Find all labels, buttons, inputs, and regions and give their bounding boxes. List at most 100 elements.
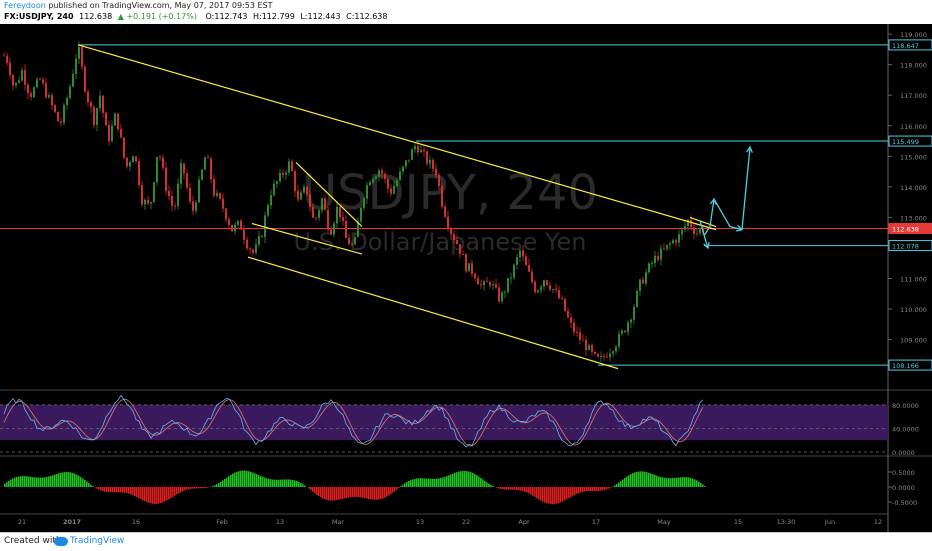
candle-body <box>36 79 38 87</box>
macd-histogram-bar <box>442 477 444 487</box>
candle-body <box>228 219 230 225</box>
macd-histogram-bar <box>678 478 680 487</box>
macd-histogram-bar <box>696 480 698 487</box>
candle-body <box>81 47 83 67</box>
tradingview-brand-link[interactable]: TradingView <box>70 536 124 546</box>
candle-body <box>171 196 173 206</box>
macd-histogram-bar <box>540 487 542 501</box>
symbol-label[interactable]: FX:USDJPY, 240 <box>4 12 74 21</box>
macd-histogram-bar <box>332 487 334 501</box>
macd-histogram-bar <box>384 487 386 498</box>
macd-histogram-bar <box>674 478 676 487</box>
macd-histogram-bar <box>184 487 186 490</box>
candle-body <box>480 284 482 285</box>
macd-histogram-bar <box>648 473 650 487</box>
macd-histogram-bar <box>588 487 590 491</box>
macd-histogram-bar <box>316 487 318 495</box>
macd-histogram-bar <box>416 479 418 487</box>
candle-body <box>303 187 305 193</box>
macd-histogram-bar <box>592 487 594 491</box>
candle-body <box>378 170 380 176</box>
macd-histogram-bar <box>8 481 10 487</box>
macd-histogram-bar <box>516 487 518 490</box>
candle-body <box>99 96 101 108</box>
candle-body <box>468 263 470 271</box>
footer-bar: Created with TradingView <box>0 532 932 551</box>
candle-body <box>141 185 143 204</box>
candle-body <box>183 163 185 173</box>
candle-body <box>555 289 557 290</box>
macd-histogram-bar <box>54 475 56 487</box>
candle-body <box>471 263 473 274</box>
candle-body <box>417 146 419 152</box>
macd-histogram-bar <box>412 479 414 487</box>
macd-histogram-bar <box>356 487 358 497</box>
candle-body <box>135 156 137 161</box>
macd-histogram-bar <box>432 479 434 487</box>
candle-body <box>210 158 212 179</box>
macd-histogram-bar <box>380 487 382 499</box>
candle-body <box>270 195 272 205</box>
candle-body <box>606 357 608 358</box>
macd-histogram-bar <box>482 479 484 487</box>
macd-histogram-bar <box>176 487 178 494</box>
macd-histogram-bar <box>584 487 586 491</box>
candle-body <box>516 257 518 265</box>
macd-histogram-bar <box>660 477 662 487</box>
ohlc-close: C:112.638 <box>346 12 387 21</box>
macd-histogram-bar <box>394 487 396 491</box>
macd-histogram-bar <box>170 487 172 498</box>
macd-histogram-bar <box>642 471 644 487</box>
macd-histogram-bar <box>508 487 510 490</box>
macd-histogram-bar <box>518 487 520 490</box>
macd-histogram-bar <box>238 471 240 487</box>
macd-histogram-bar <box>70 472 72 487</box>
macd-histogram-bar <box>212 486 214 487</box>
macd-histogram-bar <box>80 477 82 487</box>
price-tick-label: 118.000 <box>900 62 927 70</box>
macd-histogram-bar <box>266 478 268 487</box>
candle-body <box>420 150 422 153</box>
macd-histogram-bar <box>408 481 410 487</box>
macd-histogram-bar <box>146 487 148 502</box>
candle-body <box>657 256 659 260</box>
macd-histogram-bar <box>294 480 296 487</box>
macd-histogram-bar <box>134 487 136 496</box>
macd-histogram-bar <box>466 471 468 487</box>
macd-histogram-bar <box>166 487 168 500</box>
macd-histogram-bar <box>664 478 666 487</box>
candle-body <box>660 249 662 260</box>
macd-histogram-bar <box>130 487 132 494</box>
macd-histogram-bar <box>132 487 134 495</box>
candle-body <box>291 161 293 171</box>
macd-histogram-bar <box>366 487 368 499</box>
candle-body <box>363 198 365 207</box>
macd-histogram-bar <box>174 487 176 495</box>
candle-body <box>612 351 614 353</box>
macd-histogram-bar <box>284 479 286 487</box>
candle-body <box>630 320 632 323</box>
macd-histogram-bar <box>258 475 260 487</box>
macd-histogram-bar <box>336 487 338 500</box>
candle-body <box>159 157 161 158</box>
candle-body <box>336 207 338 224</box>
macd-histogram-bar <box>282 480 284 487</box>
macd-histogram-bar <box>290 480 292 487</box>
last-price: 112.638 <box>79 12 112 21</box>
macd-histogram-bar <box>330 487 332 501</box>
candle-body <box>519 250 521 257</box>
candle-body <box>150 202 152 204</box>
macd-histogram-bar <box>192 487 194 489</box>
price-level-label: 115.499 <box>892 138 919 146</box>
time-axis-label: Feb <box>216 518 228 526</box>
macd-histogram-bar <box>298 482 300 487</box>
macd-histogram-bar <box>68 472 70 487</box>
macd-histogram-bar <box>600 487 602 491</box>
author-name[interactable]: Fereydoon <box>4 1 46 10</box>
macd-histogram-bar <box>474 474 476 487</box>
candle-body <box>147 200 149 204</box>
macd-histogram-bar <box>84 480 86 487</box>
macd-histogram-bar <box>488 484 490 487</box>
candle-body <box>576 332 578 333</box>
